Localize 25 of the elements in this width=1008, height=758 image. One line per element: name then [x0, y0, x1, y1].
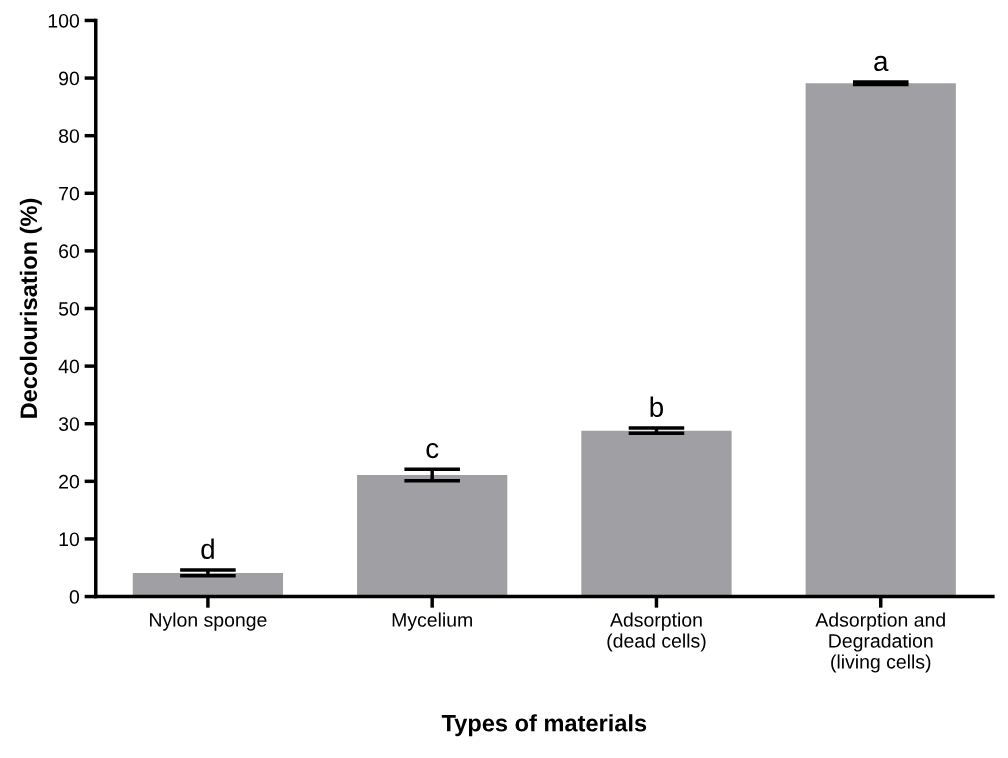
bar — [357, 474, 508, 597]
annotation: b — [650, 396, 664, 417]
x-tick-label: Nylon sponge — [150, 612, 267, 631]
x-tick-label: Adsorption and Degradation (living cells) — [815, 612, 945, 673]
x-tick-label: Adsorption (dead cells) — [607, 612, 706, 652]
y-tick-label: 40 — [58, 359, 80, 374]
y-tick-label: 90 — [59, 71, 80, 86]
y-tick-label: 50 — [58, 301, 80, 316]
annotation: c — [426, 442, 439, 459]
bar — [132, 572, 284, 597]
bar — [581, 430, 732, 597]
x-tick-label: Mycelium — [392, 612, 472, 631]
y-tick-label: 10 — [59, 532, 80, 547]
y-tick-label: 60 — [59, 244, 80, 259]
y-tick-label: 30 — [58, 417, 80, 431]
y-tick-label: 20 — [59, 474, 80, 489]
annotation: d — [201, 538, 214, 559]
x-axis-title: Types of materials — [441, 714, 647, 737]
y-tick-label: 100 — [48, 13, 80, 28]
y-axis-title: Decolourisation (%) — [19, 198, 42, 418]
y-tick-label: 80 — [59, 129, 80, 143]
annotation: a — [874, 55, 889, 72]
y-tick-label: 70 — [59, 186, 80, 201]
bar — [805, 83, 956, 597]
y-tick-label: 0 — [69, 590, 80, 604]
